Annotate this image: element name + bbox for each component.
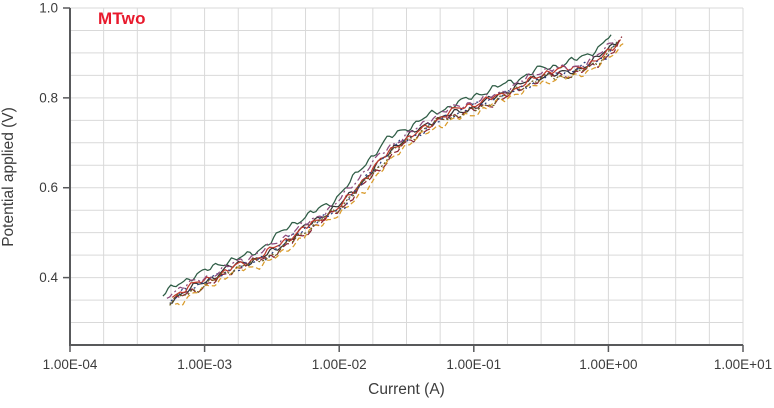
y-tick-label: 0.8 xyxy=(39,90,58,105)
x-tick-label: 1.00E-01 xyxy=(446,357,501,372)
x-tick-label: 1.00E+01 xyxy=(714,357,772,372)
chart-title: MTwo xyxy=(98,9,146,28)
x-tick-label: 1.00E+00 xyxy=(579,357,637,372)
x-tick-label: 1.00E-03 xyxy=(177,357,232,372)
series-curve-sample-7 xyxy=(166,39,616,299)
y-tick-label: 0.6 xyxy=(39,180,58,195)
x-axis-label: Current (A) xyxy=(368,381,445,398)
series-curve-sample-5 xyxy=(174,43,624,307)
series-curve-sample-2 xyxy=(162,34,612,297)
x-tick-label: 1.00E-04 xyxy=(43,357,98,372)
series-curve-sample-8 xyxy=(169,40,619,306)
y-axis-label: Potential applied (V) xyxy=(0,107,17,247)
x-tick-label: 1.00E-02 xyxy=(312,357,367,372)
y-tick-label: 0.4 xyxy=(39,270,58,285)
y-tick-label: 1.0 xyxy=(39,1,58,16)
